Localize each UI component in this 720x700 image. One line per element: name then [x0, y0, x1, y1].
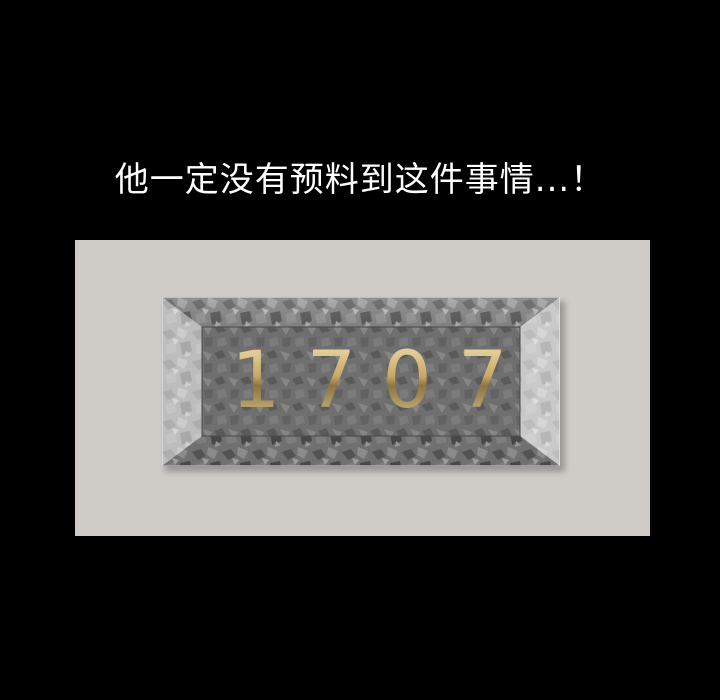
- plaque-stone-frame: [162, 297, 560, 466]
- room-number-plaque: [162, 297, 560, 466]
- room-number: 1707: [205, 334, 517, 428]
- caption-text: 他一定没有预料到这件事情...！: [114, 160, 606, 200]
